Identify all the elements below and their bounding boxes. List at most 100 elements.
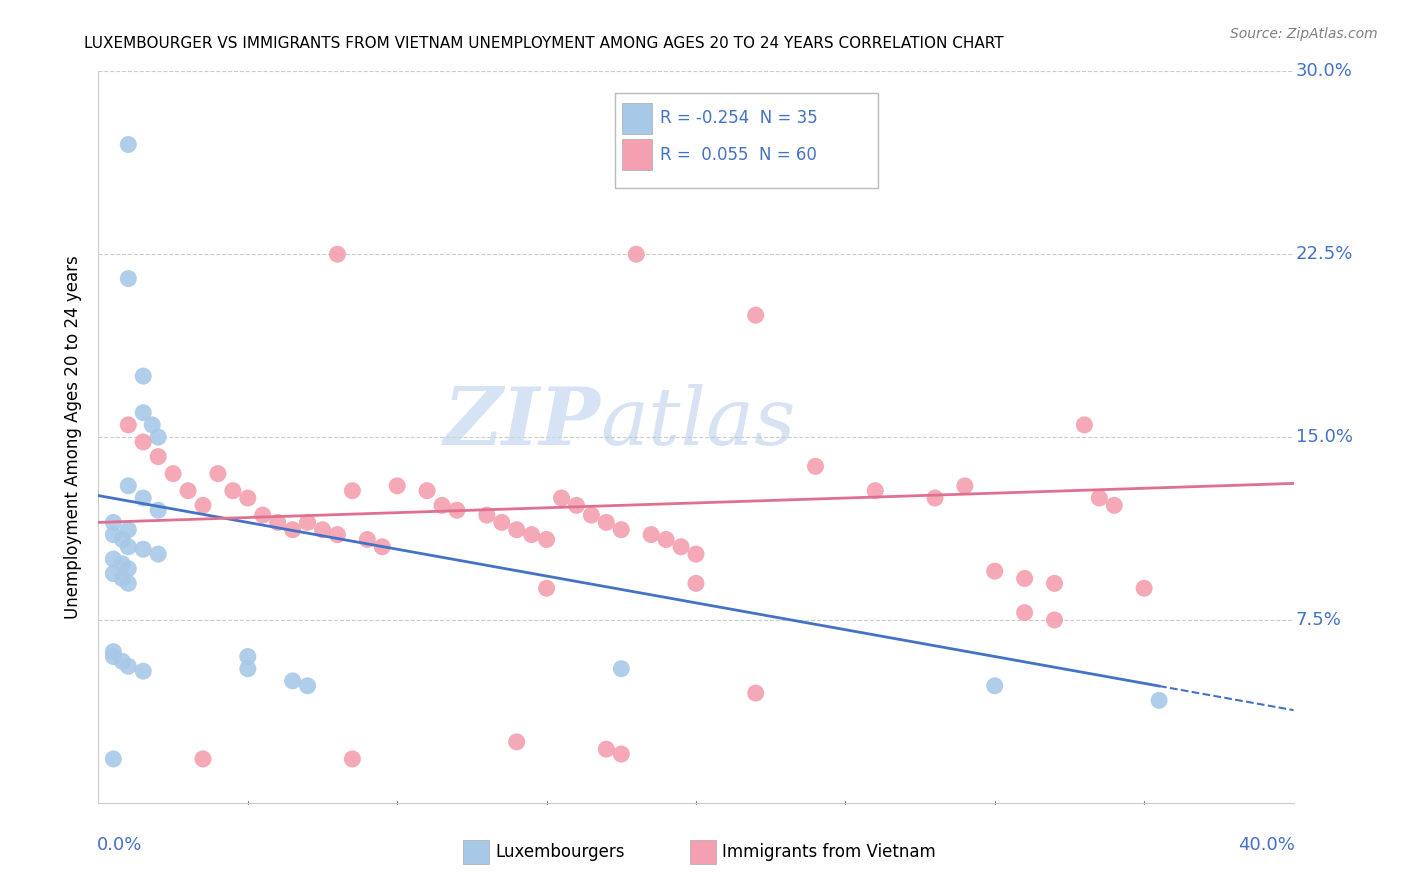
Point — [132, 406, 155, 420]
Point — [1088, 491, 1111, 505]
Text: LUXEMBOURGER VS IMMIGRANTS FROM VIETNAM UNEMPLOYMENT AMONG AGES 20 TO 24 YEARS C: LUXEMBOURGER VS IMMIGRANTS FROM VIETNAM … — [84, 36, 1004, 51]
Point — [1104, 499, 1126, 513]
Point — [222, 483, 245, 498]
Point — [491, 516, 513, 530]
Point — [1043, 576, 1066, 591]
Point — [177, 483, 200, 498]
Point — [111, 557, 134, 571]
Point — [430, 499, 453, 513]
Point — [550, 491, 572, 505]
Point — [148, 503, 170, 517]
Point — [281, 673, 304, 688]
FancyBboxPatch shape — [690, 840, 716, 863]
Point — [207, 467, 229, 481]
Point — [685, 576, 707, 591]
Point — [1147, 693, 1170, 707]
Point — [311, 523, 333, 537]
Text: R = -0.254  N = 35: R = -0.254 N = 35 — [661, 109, 818, 128]
Point — [297, 516, 319, 530]
Point — [416, 483, 439, 498]
Point — [103, 752, 125, 766]
Text: Immigrants from Vietnam: Immigrants from Vietnam — [723, 843, 936, 861]
Point — [565, 499, 588, 513]
Point — [865, 483, 887, 498]
Text: 15.0%: 15.0% — [1296, 428, 1353, 446]
Point — [745, 308, 768, 322]
Point — [356, 533, 378, 547]
Point — [1073, 417, 1095, 432]
Point — [610, 662, 633, 676]
Point — [385, 479, 409, 493]
Y-axis label: Unemployment Among Ages 20 to 24 years: Unemployment Among Ages 20 to 24 years — [65, 255, 83, 619]
Text: 30.0%: 30.0% — [1296, 62, 1353, 80]
Point — [983, 679, 1005, 693]
FancyBboxPatch shape — [621, 103, 652, 134]
Text: R =  0.055  N = 60: R = 0.055 N = 60 — [661, 145, 817, 164]
Point — [1043, 613, 1066, 627]
Point — [475, 508, 498, 522]
Point — [267, 516, 290, 530]
Point — [117, 659, 139, 673]
Point — [191, 499, 214, 513]
Point — [326, 527, 349, 541]
Point — [148, 547, 170, 561]
Point — [117, 417, 139, 432]
Point — [117, 540, 139, 554]
Text: 22.5%: 22.5% — [1296, 245, 1354, 263]
Text: atlas: atlas — [600, 384, 796, 461]
Point — [745, 686, 768, 700]
FancyBboxPatch shape — [621, 139, 652, 170]
Point — [506, 735, 529, 749]
Point — [103, 649, 125, 664]
Point — [132, 542, 155, 557]
Point — [520, 527, 543, 541]
Point — [252, 508, 274, 522]
Point — [297, 679, 319, 693]
Point — [236, 662, 259, 676]
Point — [924, 491, 946, 505]
Point — [804, 459, 827, 474]
Text: 0.0%: 0.0% — [97, 836, 142, 854]
Point — [610, 523, 633, 537]
Point — [236, 649, 259, 664]
Point — [117, 271, 139, 285]
Point — [132, 491, 155, 505]
Point — [685, 547, 707, 561]
Point — [326, 247, 349, 261]
Point — [103, 645, 125, 659]
Point — [281, 523, 304, 537]
Point — [117, 576, 139, 591]
Point — [103, 516, 125, 530]
Point — [446, 503, 468, 517]
Point — [536, 533, 558, 547]
Point — [953, 479, 976, 493]
Point — [111, 572, 134, 586]
Point — [132, 664, 155, 678]
Point — [103, 552, 125, 566]
Point — [610, 747, 633, 761]
Point — [103, 527, 125, 541]
Text: Luxembourgers: Luxembourgers — [495, 843, 624, 861]
Point — [117, 479, 139, 493]
Point — [111, 533, 134, 547]
Point — [111, 654, 134, 668]
Point — [1014, 606, 1036, 620]
Point — [595, 742, 617, 756]
Point — [162, 467, 184, 481]
Point — [581, 508, 603, 522]
Point — [132, 369, 155, 384]
Point — [342, 483, 364, 498]
Point — [1133, 581, 1156, 595]
Point — [371, 540, 394, 554]
Point — [1014, 572, 1036, 586]
Text: 40.0%: 40.0% — [1237, 836, 1295, 854]
Point — [595, 516, 617, 530]
Point — [506, 523, 529, 537]
Point — [669, 540, 692, 554]
Point — [536, 581, 558, 595]
Point — [148, 430, 170, 444]
Text: 7.5%: 7.5% — [1296, 611, 1341, 629]
Point — [148, 450, 170, 464]
Point — [117, 523, 139, 537]
FancyBboxPatch shape — [463, 840, 489, 863]
